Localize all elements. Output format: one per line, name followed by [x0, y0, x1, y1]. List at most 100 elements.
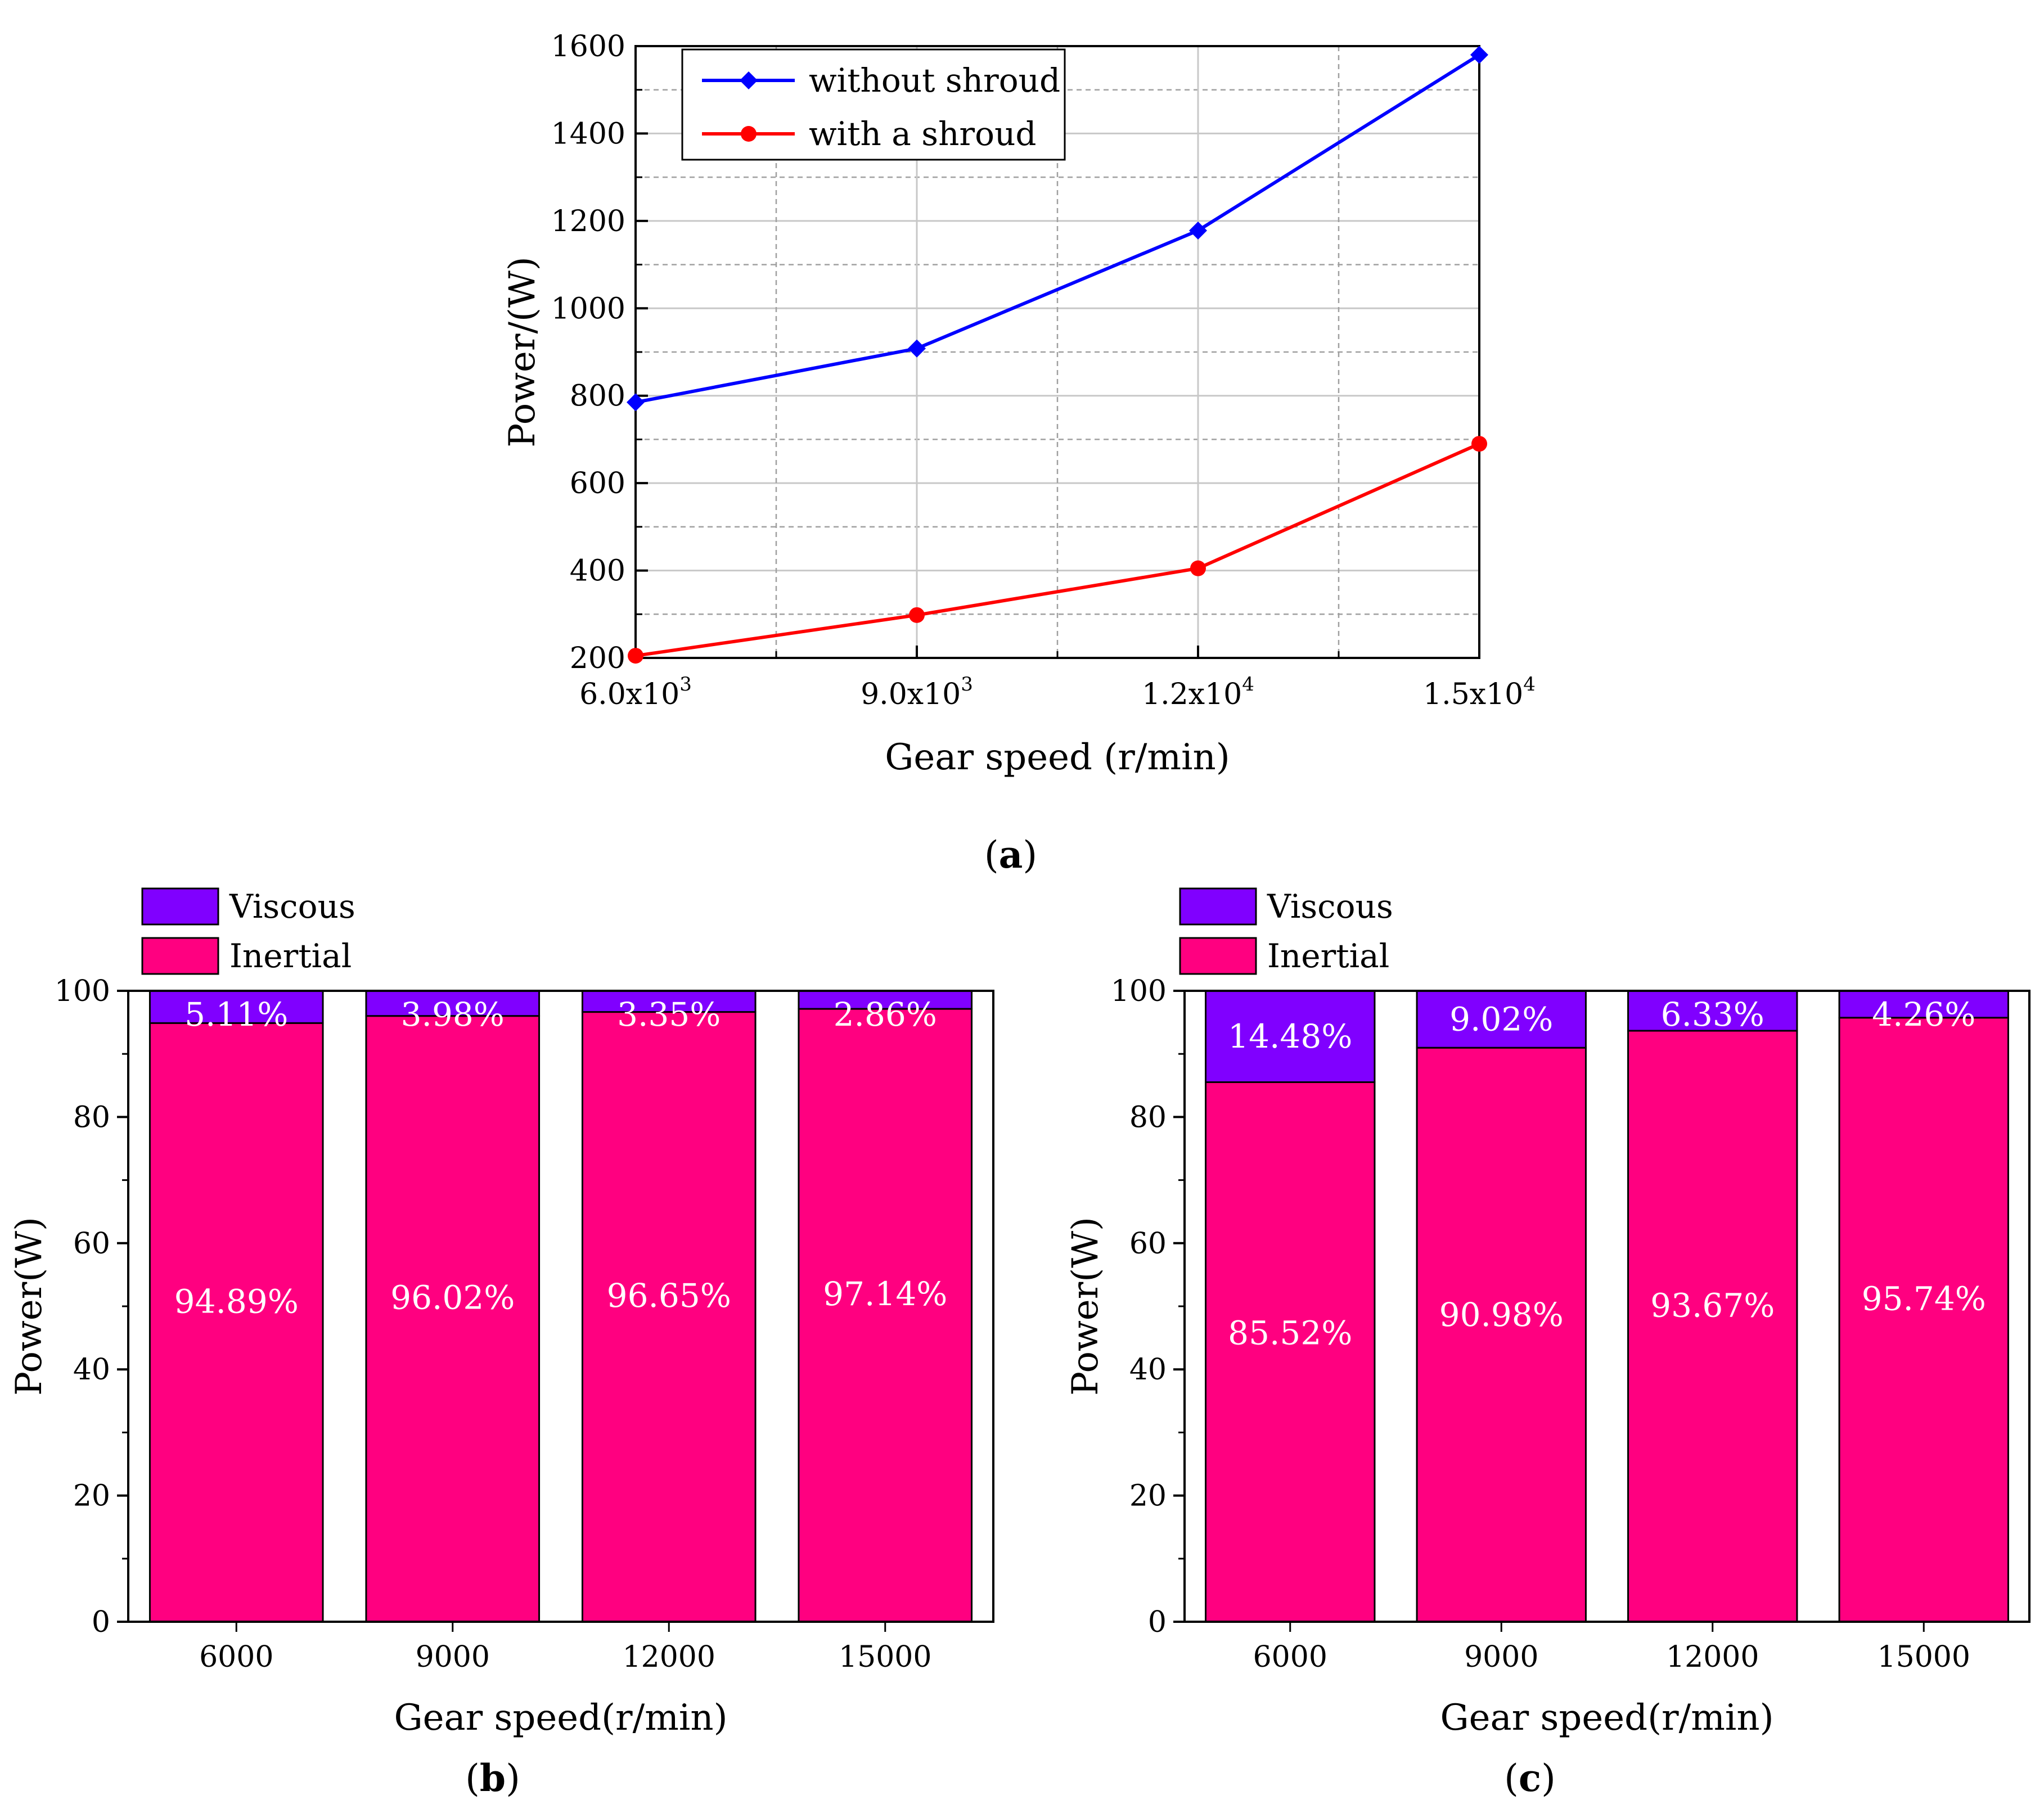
- y-tick-label: 80: [73, 1100, 110, 1134]
- bar-viscous-9000: [365, 990, 541, 1017]
- bar-label-inertial: 97.14%: [823, 1275, 947, 1313]
- y-tick-label: 1400: [551, 117, 625, 151]
- y-tick-label: 1000: [551, 292, 625, 326]
- bar-inertial-9000: [365, 1015, 541, 1623]
- bar-label-inertial: 96.02%: [390, 1279, 515, 1317]
- bar-label-viscous: 3.98%: [401, 995, 505, 1034]
- bar-label-viscous: 3.35%: [617, 995, 721, 1034]
- legend-swatch: [141, 887, 219, 926]
- legend-marker: [741, 126, 757, 142]
- data-point-diamond: [627, 393, 645, 412]
- y-tick-label: 20: [1129, 1479, 1167, 1513]
- y-tick-label: 80: [1129, 1100, 1167, 1134]
- y-axis-title: Power(W): [1065, 1217, 1106, 1396]
- y-axis-title: Power(W): [8, 1217, 50, 1396]
- x-tick-label: 6000: [199, 1640, 273, 1674]
- bar-viscous-6000: [148, 990, 324, 1024]
- data-point-circle: [909, 607, 925, 623]
- bar-inertial-6000: [1205, 1081, 1376, 1623]
- y-tick-label: 0: [92, 1605, 110, 1639]
- y-tick-label: 1200: [551, 205, 625, 238]
- y-tick-label: 20: [73, 1479, 110, 1513]
- bar-inertial-12000: [581, 1011, 757, 1623]
- chart-c: 85.52% 14.48% 6000 90.98% 9.02% 9000 93.67% 6.3…: [1065, 887, 2031, 1800]
- x-tick-label: 9.0x103: [861, 673, 973, 711]
- bar-label-inertial: 96.65%: [607, 1276, 731, 1315]
- series-line-1: [635, 442, 1480, 658]
- x-tick-label: 1.2x104: [1142, 673, 1254, 711]
- y-tick-label: 200: [570, 642, 625, 675]
- y-tick-label: 40: [1129, 1353, 1167, 1387]
- bar-viscous-12000: [1627, 990, 1798, 1032]
- bar-inertial-12000: [1627, 1030, 1798, 1623]
- bar-inertial-6000: [148, 1022, 324, 1623]
- legend-box: [681, 48, 1066, 161]
- y-tick-label: 100: [55, 975, 110, 1008]
- panel-label-b: (b): [465, 1756, 520, 1800]
- x-axis-title: Gear speed(r/min): [1440, 1697, 1773, 1739]
- x-axis-title: Gear speed (r/min): [885, 737, 1230, 778]
- bar-label-viscous: 9.02%: [1449, 1000, 1553, 1039]
- bar-viscous-6000: [1205, 990, 1376, 1083]
- y-tick-label: 100: [1111, 975, 1167, 1008]
- data-point-circle: [1471, 436, 1487, 452]
- x-tick-label: 9000: [1464, 1640, 1538, 1674]
- legend-marker: [740, 71, 758, 89]
- legend-label: Viscous: [1267, 887, 1393, 926]
- bar-viscous-12000: [581, 990, 757, 1013]
- bar-label-viscous: 5.11%: [184, 995, 288, 1034]
- bar-label-inertial: 94.89%: [174, 1282, 299, 1320]
- y-tick-label: 60: [1129, 1227, 1167, 1261]
- y-axis-title: Power/(W): [502, 256, 543, 448]
- chart-a: 200 400 600 800 1000 1200 1400 1600 6.0x103 9.0x1…: [502, 30, 1536, 877]
- data-point-diamond: [1189, 221, 1207, 240]
- y-tick-label: 60: [73, 1227, 110, 1261]
- bar-label-inertial: 85.52%: [1228, 1314, 1352, 1352]
- data-point-diamond: [908, 339, 926, 358]
- bar-inertial-9000: [1416, 1046, 1587, 1623]
- x-tick-label: 1.5x104: [1423, 673, 1536, 711]
- x-tick-label: 12000: [623, 1640, 715, 1674]
- y-tick-label: 400: [570, 554, 625, 588]
- bar-viscous-15000: [1838, 990, 2009, 1019]
- legend-swatch: [1179, 937, 1257, 975]
- bar-label-viscous: 14.48%: [1228, 1017, 1352, 1055]
- bar-label-viscous: 4.26%: [1872, 995, 1975, 1034]
- y-tick-label: 40: [73, 1353, 110, 1387]
- x-tick-label: 15000: [839, 1640, 931, 1674]
- legend-label: with a shroud: [809, 115, 1037, 153]
- y-tick-label: 600: [570, 467, 625, 500]
- x-tick-label: 6000: [1253, 1640, 1327, 1674]
- bar-viscous-9000: [1416, 990, 1587, 1049]
- y-tick-label: 1600: [551, 30, 625, 64]
- legend-label: Inertial: [1267, 937, 1389, 975]
- series-line-0: [635, 53, 1480, 404]
- y-tick-label: 800: [570, 380, 625, 413]
- x-tick-label: 12000: [1666, 1640, 1759, 1674]
- bar-label-viscous: 6.33%: [1661, 995, 1764, 1034]
- x-tick-label: 15000: [1878, 1640, 1970, 1674]
- bar-label-inertial: 93.67%: [1650, 1287, 1775, 1325]
- legend-swatch: [141, 937, 219, 975]
- data-point-diamond: [1470, 46, 1488, 64]
- bar-inertial-15000: [1838, 1017, 2009, 1623]
- x-tick-label: 9000: [416, 1640, 490, 1674]
- data-point-circle: [628, 648, 643, 664]
- bar-label-viscous: 2.86%: [834, 995, 937, 1034]
- bar-viscous-15000: [798, 990, 973, 1010]
- panel-label-c: (c): [1504, 1756, 1556, 1800]
- panel-label-a: (a): [984, 833, 1037, 877]
- legend-swatch: [1179, 887, 1257, 926]
- x-tick-label: 6.0x103: [579, 673, 692, 711]
- data-point-circle: [1190, 560, 1206, 576]
- legend-label: Viscous: [229, 887, 355, 926]
- legend-label: without shroud: [809, 61, 1060, 100]
- chart-b: 94.89% 5.11% 6000 96.02% 3.98% 9000 96.65% 3.35…: [8, 887, 994, 1800]
- legend-label: Inertial: [229, 937, 352, 975]
- x-axis-title: Gear speed(r/min): [394, 1697, 727, 1739]
- y-tick-label: 0: [1148, 1605, 1167, 1639]
- bar-inertial-15000: [798, 1008, 973, 1623]
- bar-label-inertial: 95.74%: [1862, 1279, 1986, 1318]
- bar-label-inertial: 90.98%: [1439, 1296, 1564, 1334]
